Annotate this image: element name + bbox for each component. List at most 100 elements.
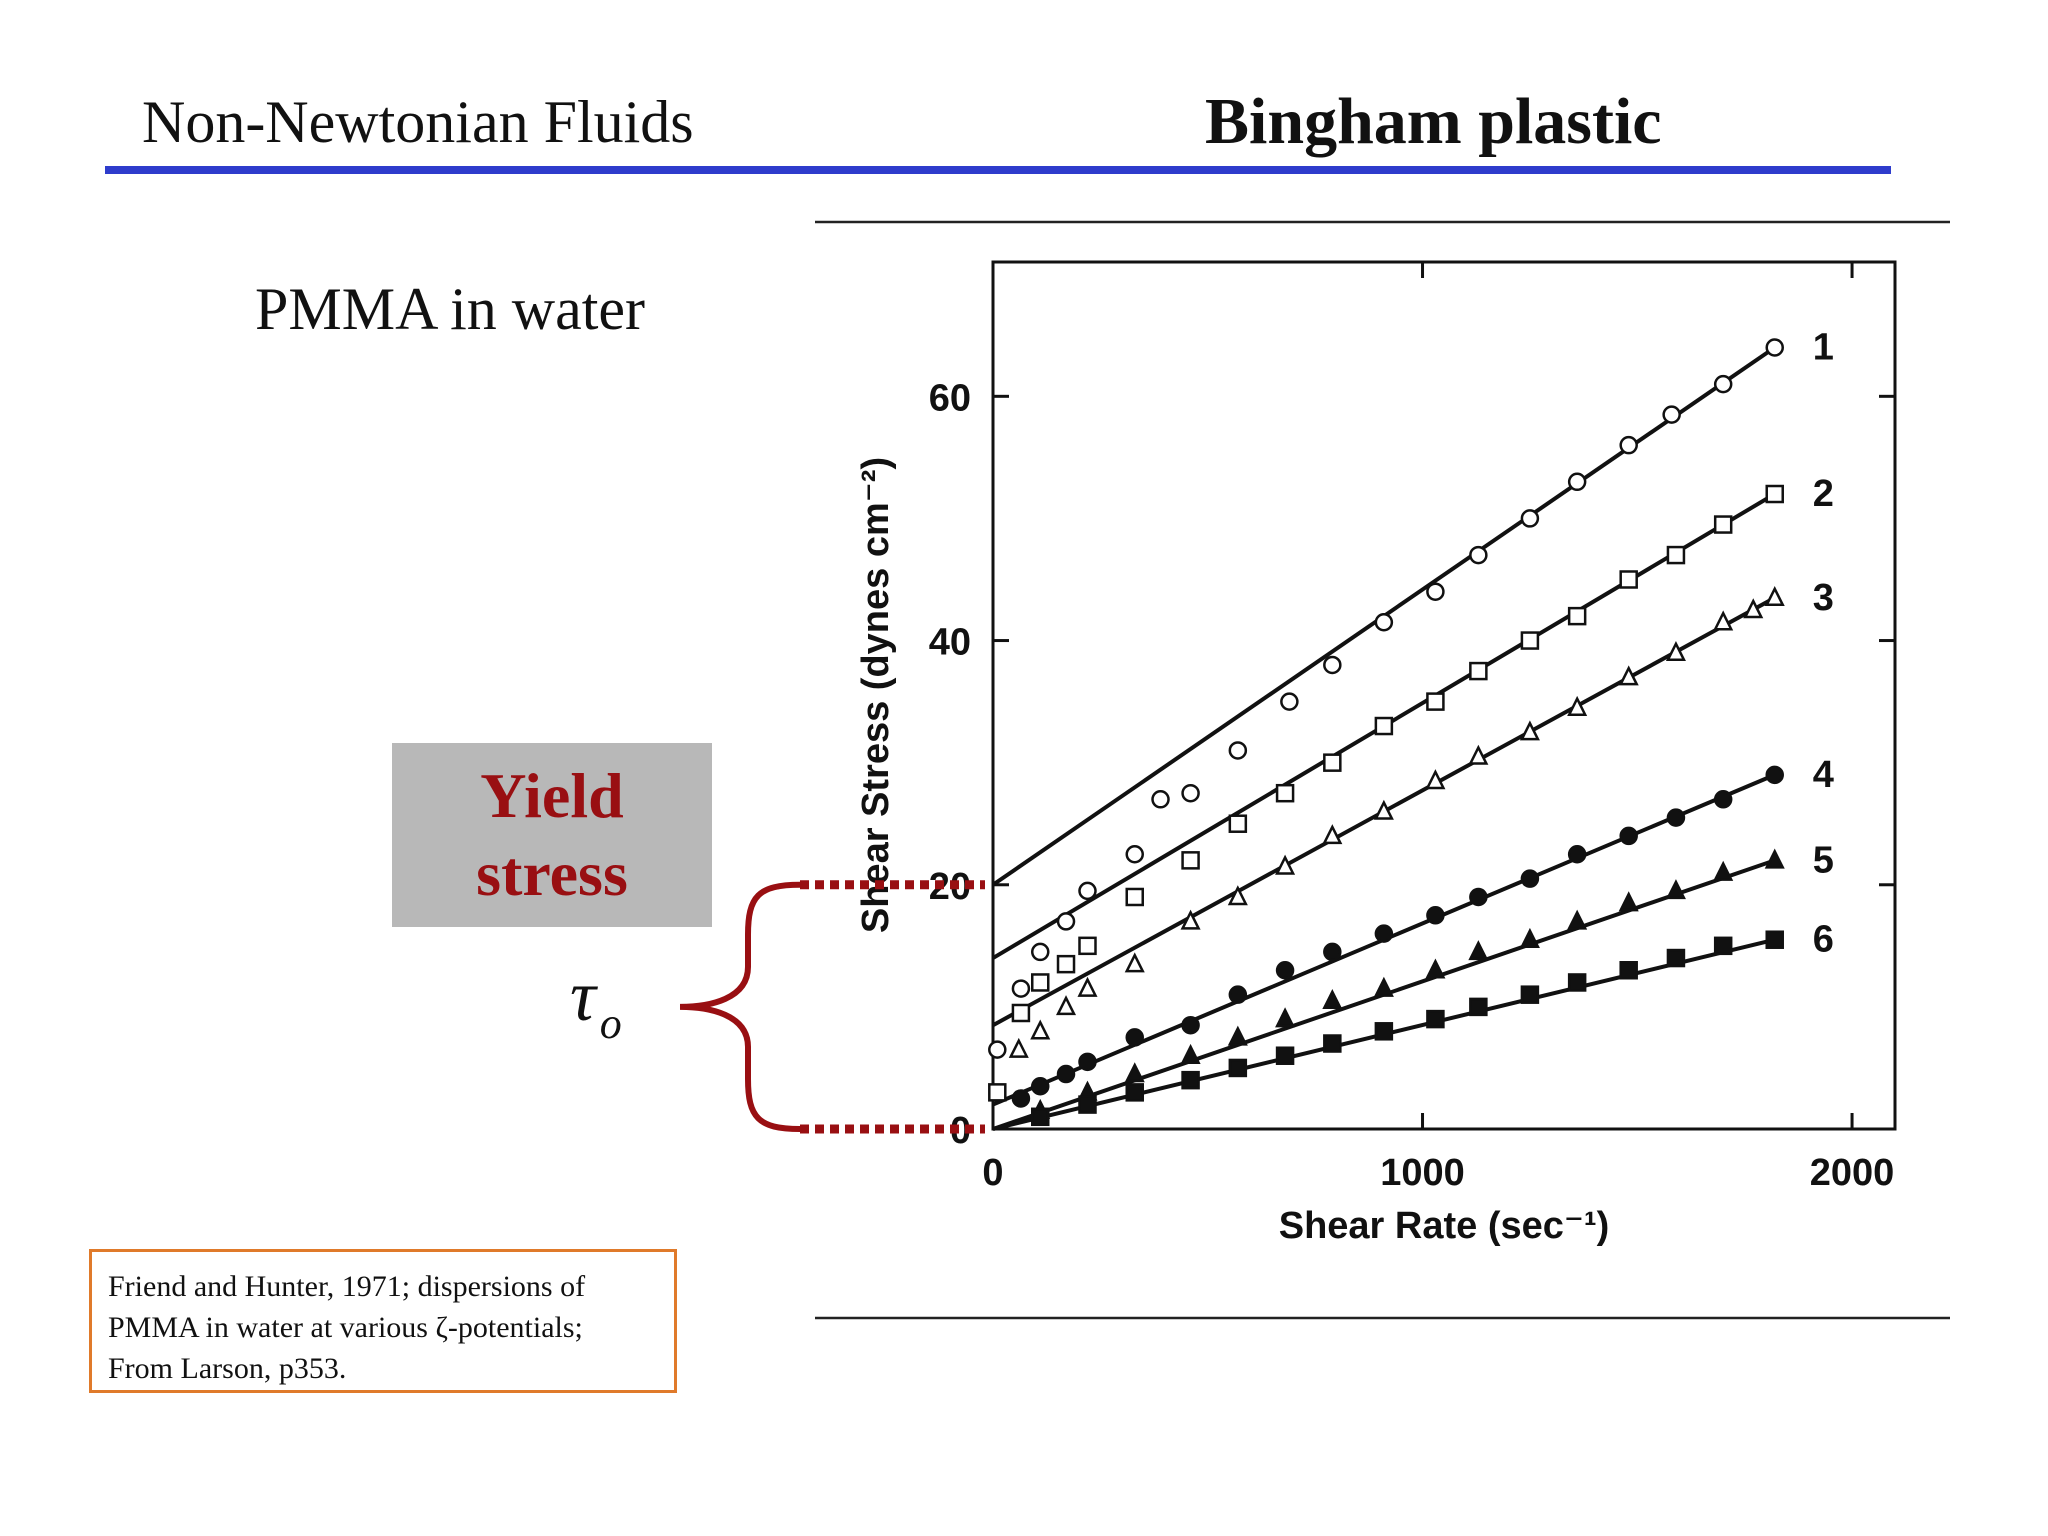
data-point-series-6 xyxy=(1078,1095,1097,1114)
data-point-series-5 xyxy=(1468,940,1489,961)
data-point-series-2 xyxy=(1125,887,1144,907)
data-point-series-3 xyxy=(1743,598,1764,619)
plot-frame xyxy=(991,260,1897,1131)
citation-line-2: PMMA in water at various ζ-potentials; xyxy=(108,1311,583,1344)
data-point-series-5 xyxy=(1713,860,1734,881)
data-point-series-2 xyxy=(1228,814,1248,833)
data-point-series-1 xyxy=(1228,741,1248,760)
data-point-series-1 xyxy=(1713,374,1733,394)
data-point-series-6 xyxy=(1666,948,1686,968)
x-tick-label: 2000 xyxy=(1810,1152,1895,1194)
y-tick-label: 60 xyxy=(929,377,971,419)
data-point-series-6 xyxy=(1567,973,1587,992)
data-point-series-6 xyxy=(1520,985,1540,1004)
data-point-series-4 xyxy=(1275,961,1295,980)
data-point-series-4 xyxy=(1469,887,1488,907)
data-point-series-1 xyxy=(1151,790,1170,809)
yield-brace xyxy=(679,881,803,1132)
data-point-series-5 xyxy=(1567,909,1588,930)
data-point-series-4 xyxy=(1567,844,1587,864)
data-point-series-1 xyxy=(988,1040,1007,1059)
series-label-6: 6 xyxy=(1813,919,1834,961)
data-point-series-5 xyxy=(1373,976,1394,997)
data-point-series-4 xyxy=(1030,1077,1050,1096)
data-point-series-5 xyxy=(1665,879,1686,900)
data-point-series-5 xyxy=(1227,1025,1248,1046)
tau-subscript: o xyxy=(599,999,622,1048)
data-point-series-5 xyxy=(1425,958,1446,979)
data-point-series-5 xyxy=(1124,1062,1145,1083)
data-point-series-2 xyxy=(1567,606,1587,626)
data-point-series-6 xyxy=(1228,1058,1248,1078)
data-point-series-6 xyxy=(1125,1083,1144,1102)
data-point-series-2 xyxy=(1030,973,1050,992)
data-point-series-4 xyxy=(1619,826,1638,846)
data-point-series-4 xyxy=(1374,924,1394,943)
series-label-3: 3 xyxy=(1813,577,1834,619)
data-point-series-1 xyxy=(1280,692,1299,711)
data-point-series-3 xyxy=(1275,854,1296,875)
data-point-series-6 xyxy=(1765,930,1784,949)
slide-title: Non-Newtonian Fluids xyxy=(142,89,694,155)
data-point-series-1 xyxy=(1030,942,1050,962)
data-point-series-2 xyxy=(1275,783,1295,803)
data-point-series-3 xyxy=(1077,976,1098,997)
fit-lines xyxy=(991,345,1776,1131)
data-point-series-1 xyxy=(1078,881,1097,901)
data-point-series-3 xyxy=(1008,1037,1029,1058)
y-axis-label: Shear Stress (dynes cm⁻²) xyxy=(855,457,897,933)
data-point-series-6 xyxy=(1275,1046,1295,1065)
series-label-5: 5 xyxy=(1813,839,1834,881)
data-point-series-5 xyxy=(1618,891,1639,912)
data-point-series-1 xyxy=(1181,783,1200,803)
data-point-series-1 xyxy=(1520,509,1540,528)
data-point-series-3 xyxy=(1124,952,1145,973)
citation-box: Friend and Hunter, 1971; dispersions of … xyxy=(89,1249,677,1393)
data-point-series-2 xyxy=(1181,851,1200,870)
y-tick-label: 40 xyxy=(929,622,971,664)
data-point-series-4 xyxy=(1666,808,1686,827)
yield-stress-label: Yield stress xyxy=(476,757,628,913)
data-point-series-3 xyxy=(1322,824,1343,845)
data-point-series-4 xyxy=(1056,1064,1076,1084)
data-point-series-3 xyxy=(1665,640,1686,662)
data-point-series-2 xyxy=(1765,484,1784,504)
data-point-series-3 xyxy=(1227,885,1248,906)
data-point-series-4 xyxy=(1520,869,1540,888)
data-point-series-3 xyxy=(1713,610,1734,631)
yield-line-1: Yield xyxy=(480,760,624,831)
data-point-series-5 xyxy=(1322,988,1343,1010)
data-point-series-6 xyxy=(1323,1034,1342,1053)
citation-line-3: From Larson, p353. xyxy=(108,1352,347,1385)
data-point-series-2 xyxy=(1666,545,1686,565)
data-point-series-1 xyxy=(1011,979,1031,998)
data-point-series-4 xyxy=(1765,765,1784,785)
data-point-series-1 xyxy=(1056,912,1076,931)
data-point-series-6 xyxy=(1374,1022,1394,1041)
data-point-series-4 xyxy=(1713,790,1733,809)
data-point-series-5 xyxy=(1764,848,1785,869)
data-point-series-2 xyxy=(1520,631,1540,650)
data-point-series-2 xyxy=(1619,570,1638,589)
data-point-series-6 xyxy=(1713,936,1733,956)
data-point-series-1 xyxy=(1426,582,1445,601)
data-point-series-1 xyxy=(1125,844,1144,864)
slide-subtitle: Bingham plastic xyxy=(1205,85,1662,158)
topic-label: PMMA in water xyxy=(255,276,645,342)
series-label-2: 2 xyxy=(1813,473,1834,515)
data-point-series-5 xyxy=(1275,1007,1296,1028)
data-point-series-4 xyxy=(1078,1052,1097,1072)
yield-stress-box: Yield stress xyxy=(392,743,712,927)
series-label-4: 4 xyxy=(1813,754,1834,796)
data-point-series-3 xyxy=(1180,909,1201,930)
data-point-series-3 xyxy=(1519,720,1540,741)
data-point-series-3 xyxy=(1030,1019,1051,1040)
data-point-series-4 xyxy=(1011,1089,1031,1108)
data-point-series-4 xyxy=(1181,1015,1200,1035)
data-point-series-3 xyxy=(1764,586,1785,607)
citation-line-1: Friend and Hunter, 1971; dispersions of xyxy=(108,1270,586,1303)
data-point-series-3 xyxy=(1373,799,1394,820)
x-tick-label: 0 xyxy=(982,1152,1003,1194)
